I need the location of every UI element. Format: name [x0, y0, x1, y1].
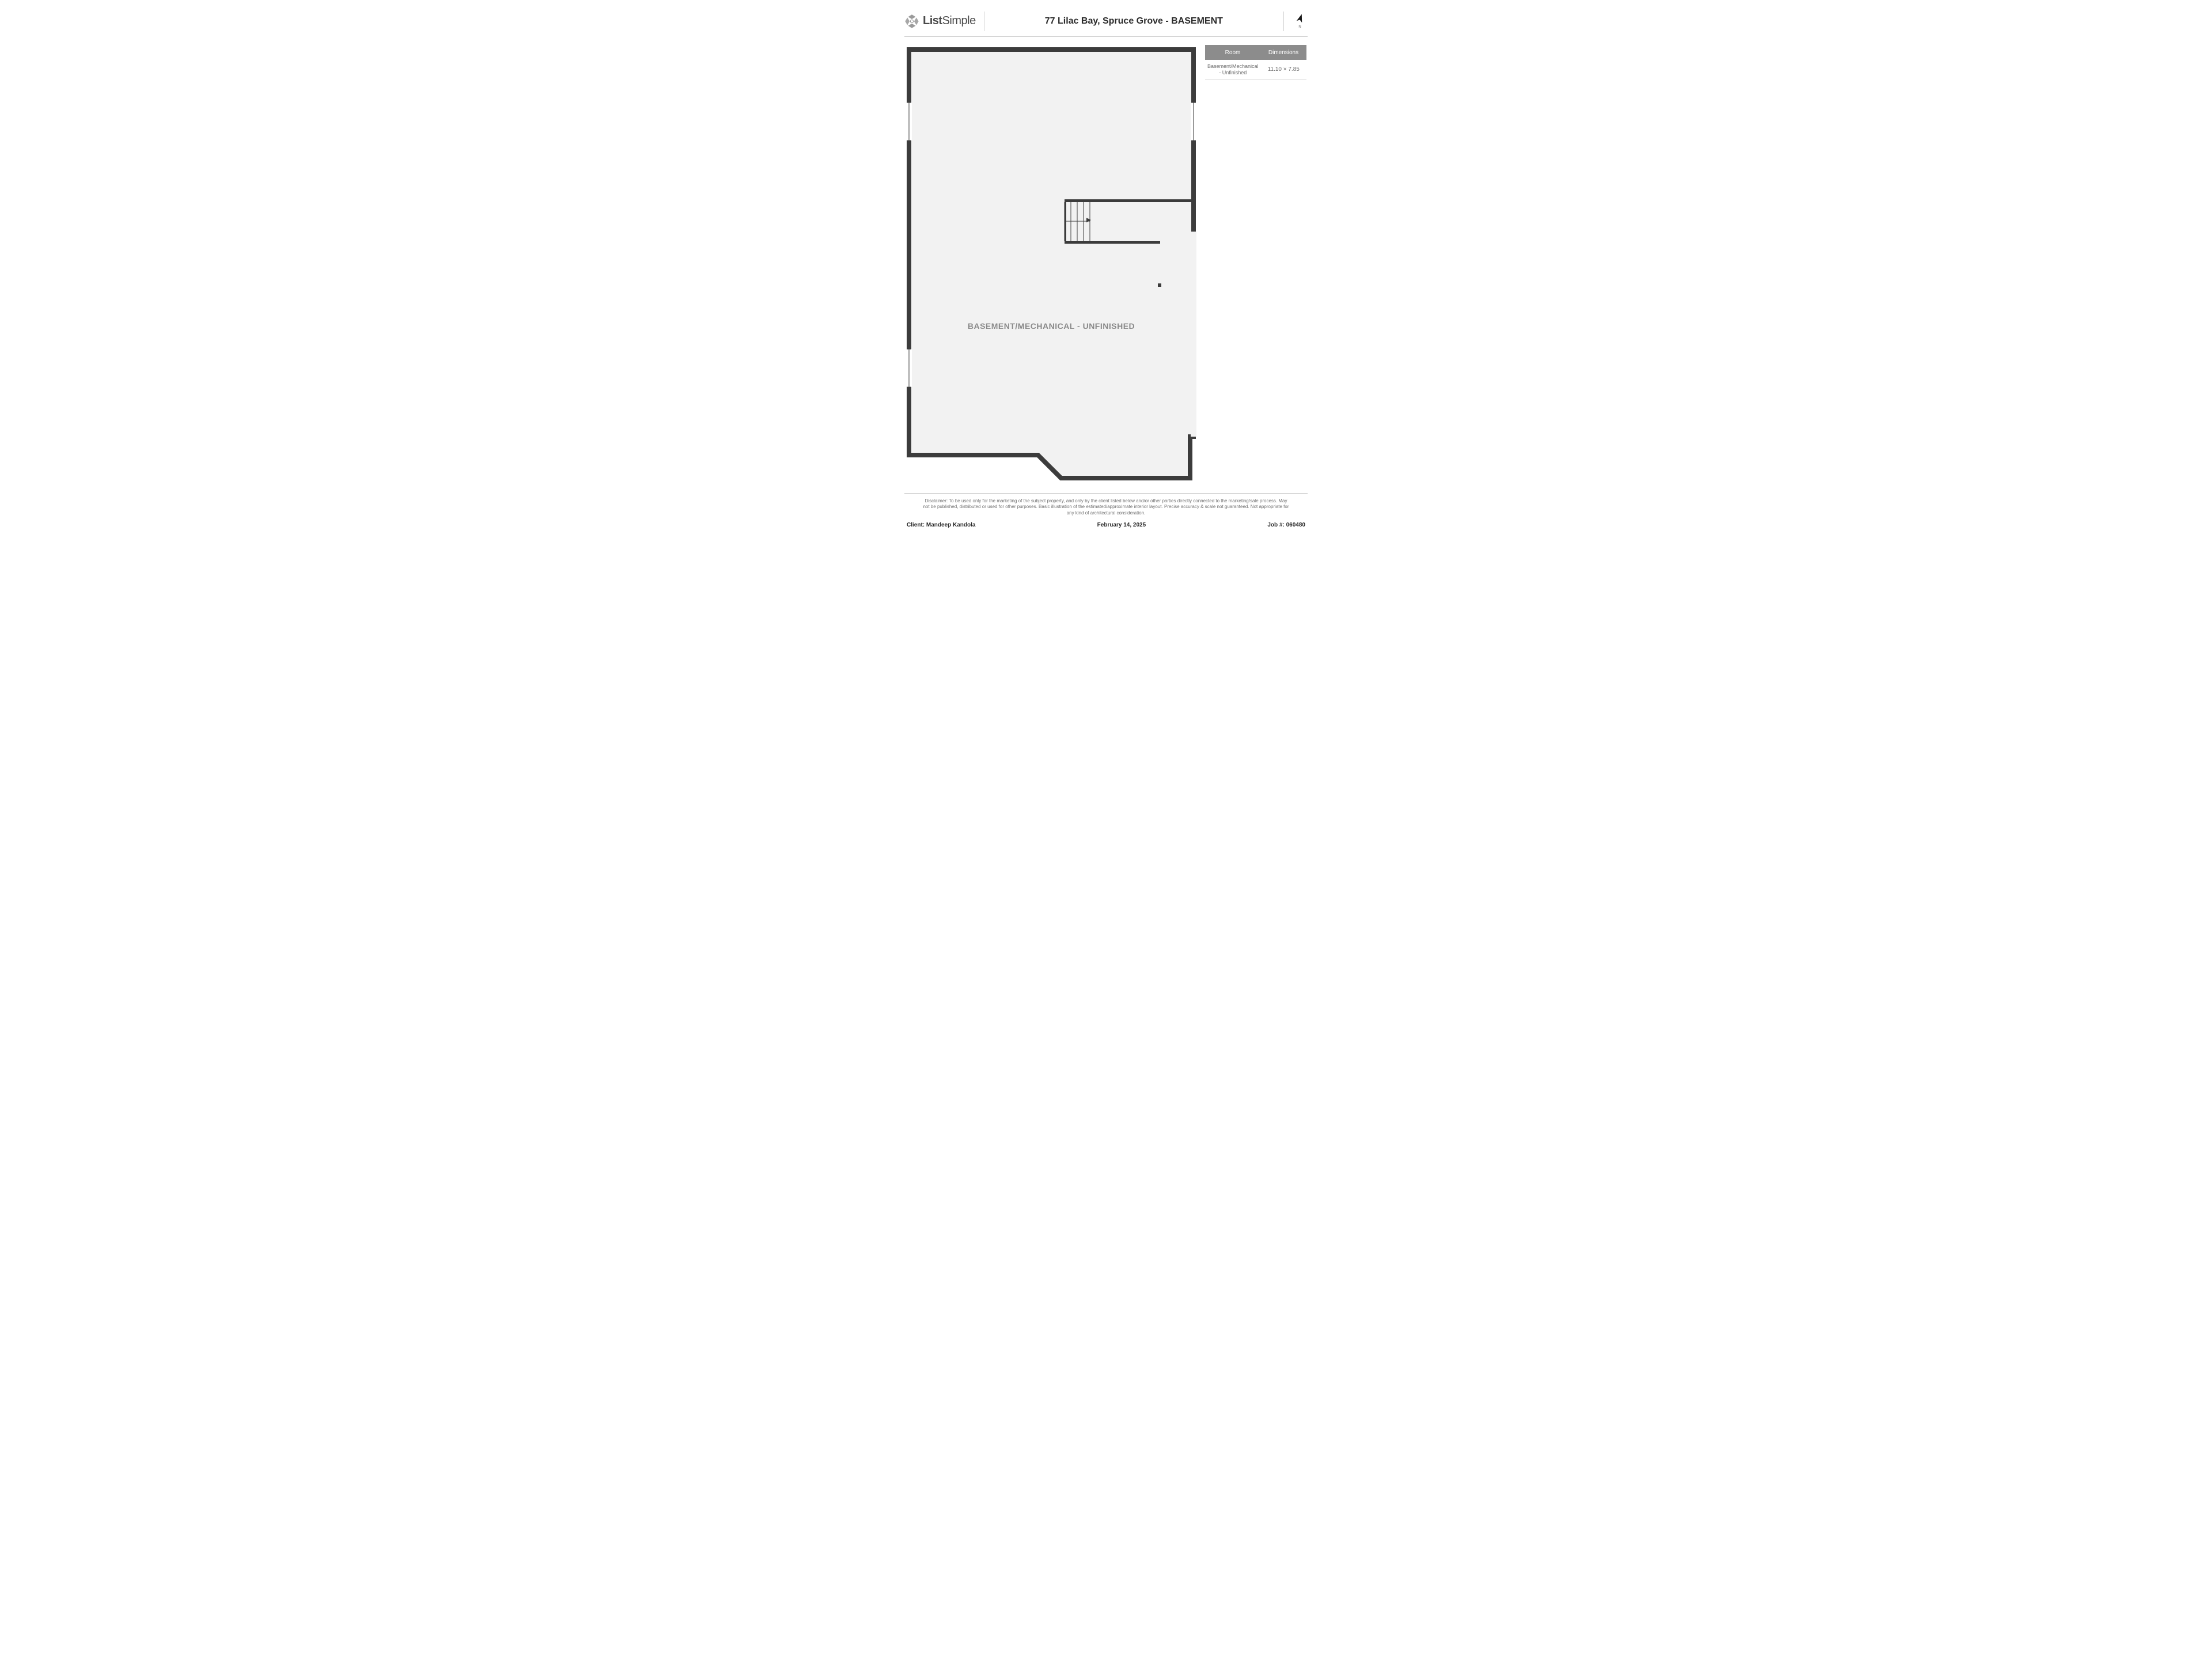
dimensions-table: Room Dimensions Basement/Mechanical - Un… [1205, 45, 1306, 483]
floor-plan: BASEMENT/MECHANICAL - UNFINISHED [904, 45, 1198, 483]
body: BASEMENT/MECHANICAL - UNFINISHED Room Di… [904, 45, 1308, 483]
footer: Disclaimer: To be used only for the mark… [904, 493, 1308, 528]
footer-client: Client: Mandeep Kandola [907, 522, 975, 528]
table-header: Room Dimensions [1205, 45, 1306, 60]
logo-text: ListSimple [923, 14, 976, 28]
page-title: 77 Lilac Bay, Spruce Grove - BASEMENT [984, 16, 1283, 26]
logo: ListSimple [904, 12, 984, 31]
col-header-room: Room [1205, 50, 1260, 56]
compass-n-label: N [1298, 25, 1301, 29]
footer-rule [904, 493, 1308, 494]
footer-meta: Client: Mandeep Kandola February 14, 202… [904, 522, 1308, 528]
footer-date: February 14, 2025 [1097, 522, 1146, 528]
col-header-dimensions: Dimensions [1260, 50, 1306, 56]
compass-icon [1294, 13, 1306, 25]
cell-room: Basement/Mechanical - Unfinished [1205, 63, 1261, 76]
listsimple-logo-icon [904, 14, 919, 29]
header: ListSimple 77 Lilac Bay, Spruce Grove - … [904, 9, 1308, 37]
compass: N [1283, 12, 1308, 31]
table-row: Basement/Mechanical - Unfinished11.10 × … [1205, 60, 1306, 79]
room-label: BASEMENT/MECHANICAL - UNFINISHED [904, 321, 1198, 331]
page: ListSimple 77 Lilac Bay, Spruce Grove - … [904, 9, 1308, 483]
cell-dimensions: 11.10 × 7.85 [1261, 66, 1306, 73]
floor-plan-svg [904, 45, 1198, 483]
disclaimer: Disclaimer: To be used only for the mark… [904, 498, 1308, 522]
footer-job: Job #: 060480 [1267, 522, 1305, 528]
